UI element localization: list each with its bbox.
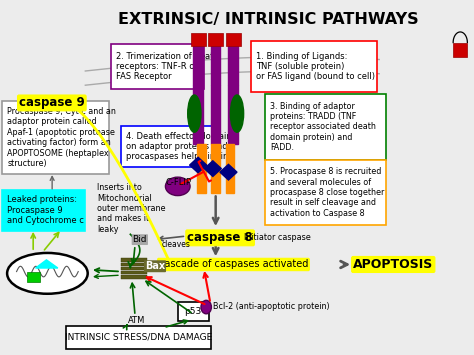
Bar — [197, 144, 206, 193]
FancyBboxPatch shape — [265, 160, 386, 225]
Text: 3. Binding of adaptor
proteins: TRADD (TNF
receptor associated death
domain prot: 3. Binding of adaptor proteins: TRADD (T… — [270, 102, 376, 152]
Polygon shape — [193, 85, 203, 144]
Polygon shape — [204, 161, 221, 176]
Text: 5. Procaspase 8 is recruited
and several molecules of
procaspase 8 close togethe: 5. Procaspase 8 is recruited and several… — [270, 167, 384, 218]
Polygon shape — [220, 164, 237, 180]
FancyBboxPatch shape — [2, 101, 109, 174]
Bar — [226, 144, 234, 193]
Text: C-FLIP: C-FLIP — [166, 178, 192, 187]
Polygon shape — [228, 44, 238, 85]
Ellipse shape — [7, 253, 88, 294]
Text: Bax: Bax — [145, 261, 165, 271]
Bar — [191, 33, 206, 46]
FancyBboxPatch shape — [2, 190, 85, 231]
FancyBboxPatch shape — [178, 302, 209, 321]
Text: Initiator caspase: Initiator caspase — [244, 233, 311, 242]
Text: APOPTOSIS: APOPTOSIS — [353, 258, 433, 271]
Text: Inserts into
Mitochondrial
outer membrane
and makes it
leaky: Inserts into Mitochondrial outer membran… — [97, 183, 166, 234]
Bar — [27, 272, 40, 282]
Bar — [121, 271, 147, 274]
Bar — [121, 263, 147, 266]
Text: 4. Death effector domains
on adaptor proteins and
procaspases help binding: 4. Death effector domains on adaptor pro… — [126, 132, 236, 161]
Bar — [226, 33, 241, 46]
FancyBboxPatch shape — [251, 41, 377, 92]
Text: Bid: Bid — [133, 235, 147, 244]
FancyBboxPatch shape — [121, 126, 220, 167]
Bar — [453, 43, 467, 57]
Polygon shape — [36, 260, 58, 268]
FancyBboxPatch shape — [66, 326, 211, 349]
FancyBboxPatch shape — [265, 94, 386, 160]
Polygon shape — [190, 157, 207, 173]
Ellipse shape — [201, 300, 211, 314]
Text: Leaked proteins:
Procaspase 9
and Cytochrome c: Leaked proteins: Procaspase 9 and Cytoch… — [7, 196, 84, 225]
Polygon shape — [211, 85, 220, 144]
Polygon shape — [211, 44, 220, 85]
Bar — [121, 275, 147, 279]
Polygon shape — [228, 85, 238, 144]
Text: caspase 8: caspase 8 — [187, 231, 253, 244]
Text: cascade of caspases activated: cascade of caspases activated — [159, 260, 308, 269]
Bar — [121, 258, 147, 262]
Text: EXTRINSIC/ INTRINSIC PATHWAYS: EXTRINSIC/ INTRINSIC PATHWAYS — [118, 12, 419, 27]
Text: 2. Trimerization of death
receptors: TNF-R or
FAS Receptor: 2. Trimerization of death receptors: TNF… — [116, 52, 219, 81]
Text: ATM: ATM — [128, 316, 146, 325]
Text: INTRINSIC STRESS/DNA DAMAGE: INTRINSIC STRESS/DNA DAMAGE — [65, 333, 212, 342]
Text: caspase 9: caspase 9 — [19, 97, 85, 109]
Polygon shape — [193, 44, 203, 85]
Circle shape — [165, 177, 190, 196]
Text: p53: p53 — [184, 307, 202, 316]
Text: 1. Binding of Ligands:
TNF (soluble protein)
or FAS ligand (bound to cell): 1. Binding of Ligands: TNF (soluble prot… — [256, 52, 375, 81]
Text: cleaves: cleaves — [161, 240, 190, 250]
Bar — [208, 33, 223, 46]
Bar — [211, 144, 220, 193]
Ellipse shape — [188, 95, 201, 132]
Bar — [121, 267, 147, 270]
Ellipse shape — [230, 95, 244, 132]
FancyBboxPatch shape — [111, 44, 204, 89]
Text: Procaspase 9, Cyt c and an
adaptor protein called
Apaf-1 (apoptotic protease
act: Procaspase 9, Cyt c and an adaptor prote… — [7, 107, 116, 168]
Text: Bcl-2 (anti-apoptotic protein): Bcl-2 (anti-apoptotic protein) — [213, 301, 330, 311]
